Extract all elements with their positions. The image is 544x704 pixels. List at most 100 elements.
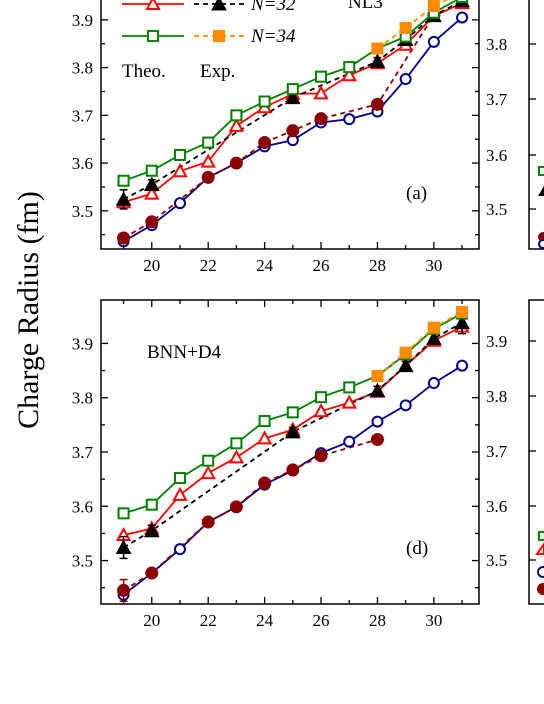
neighbor-point [535,542,544,555]
y-tick-label: 3.5 [72,202,93,221]
panel-a: 20 22 24 26 28 303.53.63.73.83.9(a)NL3N=32N=3… [72,0,480,275]
data-point-exp_a [286,124,300,138]
y-tick-label: 3.5 [72,552,93,571]
neighbor-tick-label: 3.8 [486,387,507,406]
data-point-exp_34 [399,21,412,34]
y-tick-label: 3.9 [72,11,93,30]
neighbor-point [538,186,544,196]
legend-exp-label: Exp. [200,61,235,82]
plot-area [115,305,470,603]
x-tick-label: 30 [425,611,442,630]
data-point-theo_a [399,399,412,412]
legend-marker-exp-34 [213,30,225,42]
x-tick-label: 28 [369,256,386,275]
x-tick-label: 24 [256,611,274,630]
y-tick-label: 3.9 [72,334,93,353]
data-point-theo_a [371,415,384,428]
data-point-theo_34 [117,507,130,520]
data-point-exp_a [229,156,243,170]
data-point-exp_32 [115,539,132,555]
data-point-exp_32 [454,314,470,330]
neighbor-point [538,239,544,249]
data-point-theo_32 [313,403,329,418]
y-axis-label: Charge Radius (fm) [12,191,45,429]
data-point-exp_a [117,231,131,245]
legend-label-32: N=32 [250,0,296,15]
data-point-exp_32 [115,191,132,206]
panel-d: 20 22 24 26 28 30 3.5 3.6 3.7 3.8 3.9 (d) BNN+D4 [72,299,480,630]
data-point-theo_34 [343,381,356,394]
plot-area [115,0,470,248]
model-label: BNN+D4 [147,342,222,363]
data-point-exp_32 [369,382,386,398]
data-point-theo_a [173,197,186,210]
data-point-theo_34 [315,391,328,404]
data-point-theo_34 [173,148,186,161]
data-point-theo_32 [200,465,216,480]
y-tick-label: 3.8 [72,59,93,78]
axes-frame [100,0,480,250]
data-point-theo_34 [258,95,271,108]
neighbor-tick-label: 3.8 [486,35,507,54]
data-point-theo_a [427,377,440,390]
neighbor-tick-label: 3.9 [486,332,507,351]
neighbor-point [538,166,544,176]
data-point-exp_a [201,170,215,184]
data-point-exp_a [258,476,272,490]
data-point-exp_32 [369,53,386,68]
data-point-exp_32 [397,357,414,373]
neighbor-tick-label: 3.7 [486,90,508,109]
data-point-exp_a [314,449,328,463]
series-line-exp_34 [376,311,463,377]
data-point-theo_a [427,35,440,48]
data-point-exp_34 [427,0,440,13]
data-point-exp_32 [284,423,301,439]
y-tick-label: 3.8 [72,389,93,408]
data-point-theo_a [173,543,186,556]
x-tick-label: 22 [200,611,217,630]
data-point-exp_a [370,97,384,111]
neighbor-tick-label: 3.5 [486,551,507,570]
panel-label: (d) [406,538,428,559]
data-point-exp_32 [143,522,160,538]
data-point-exp_a [229,500,243,514]
data-point-theo_34 [230,437,243,450]
data-point-exp_a [145,566,159,580]
data-point-exp_34 [456,305,469,318]
data-point-exp_a [314,112,328,126]
x-tick-label: 28 [369,611,386,630]
data-point-theo_34 [286,406,299,419]
data-point-exp_a [286,463,300,477]
data-point-theo_34 [145,498,158,511]
x-tick-label: 26 [313,611,330,630]
y-tick-label: 3.6 [72,497,93,516]
legend-marker-theo-32 [145,0,161,10]
x-tick-label: 20 [143,256,160,275]
data-point-theo_34 [286,83,299,96]
y-tick-label: 3.7 [72,443,94,462]
data-point-theo_34 [343,61,356,74]
data-point-exp_32 [426,330,442,346]
data-point-theo_34 [456,0,469,3]
data-point-exp_32 [284,89,301,105]
neighbor-frame-top [528,0,544,250]
data-point-theo_a [343,435,356,448]
data-point-theo_32 [200,153,216,168]
data-point-exp_a [145,215,159,229]
neighbor-panels-partial: 3.8 3.7 3.6 3.5 3.9 3.8 3.7 3.6 3.5 [486,0,544,605]
data-point-theo_a [343,113,356,126]
x-tick-label: 26 [313,256,330,275]
data-point-exp_a [258,136,272,150]
x-tick-label: 22 [200,256,217,275]
data-point-theo_32 [172,486,188,501]
data-point-exp_32 [143,176,160,192]
panel-label: (a) [406,183,427,204]
data-point-theo_a [456,359,469,372]
neighbor-point [537,583,544,595]
data-point-theo_34 [117,174,130,187]
x-tick-label: 24 [256,256,274,275]
data-point-theo_34 [202,454,215,467]
data-point-theo_34 [145,164,158,177]
data-point-exp_a [117,583,131,597]
